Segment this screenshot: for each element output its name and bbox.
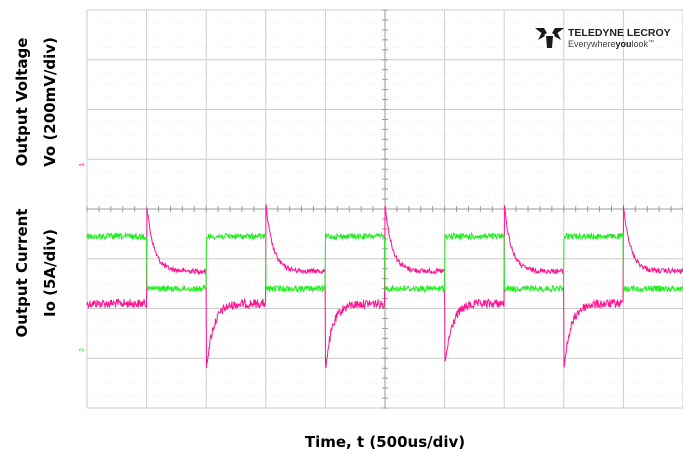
output-current-trace [86,231,683,294]
y-axis-label-output-current: Output Current [13,209,31,338]
brand-logo: TELEDYNE LECROY Everywhereyoulook™ [535,27,671,49]
channel-2-marker: 2 [79,348,87,352]
y-axis-label-vo-scale: Vo (200mV/div) [41,37,59,167]
brand-tagline: Everywhereyoulook™ [568,39,654,49]
teledyne-logo-icon [535,28,564,48]
channel-1-marker: 1 [79,163,87,167]
y-axis-label-output-voltage: Output Voltage [13,38,31,167]
y-axis-label-io-scale: Io (5A/div) [41,229,59,317]
x-axis-label: Time, t (500us/div) [305,433,465,451]
brand-name: TELEDYNE LECROY [568,27,671,39]
output-voltage-trace [86,204,683,369]
chart-grid [86,9,683,409]
